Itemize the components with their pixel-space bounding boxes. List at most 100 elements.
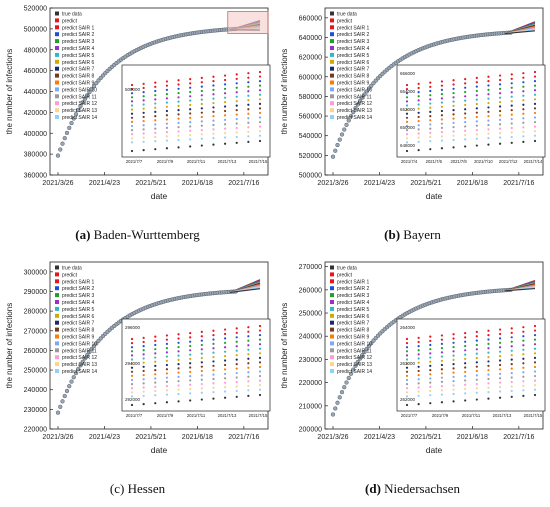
true-data-point: [76, 366, 81, 372]
y-tick-label: 600000: [299, 74, 322, 81]
inset-point: [235, 349, 238, 352]
inset-point: [417, 86, 420, 90]
inset-point: [189, 103, 192, 107]
inset-point: [429, 131, 432, 134]
true-data-point: [78, 363, 83, 368]
y-axis-label: the number of infections: [280, 49, 289, 134]
true-data-point: [337, 137, 342, 142]
inset-point: [212, 347, 215, 350]
inset-point: [533, 93, 537, 96]
inset-point: [130, 383, 134, 386]
legend-marker: [330, 94, 334, 99]
inset-point: [522, 366, 525, 369]
x-tick-label: 2021/3/26: [317, 434, 348, 441]
inset-point: [189, 121, 192, 124]
inset-point: [189, 392, 192, 395]
inset-point: [429, 352, 432, 355]
inset-point: [522, 353, 525, 356]
inset-point: [258, 370, 262, 373]
inset-point: [464, 138, 467, 141]
legend-label: predict SAIR 4: [62, 300, 94, 306]
inset-y-tick-label: 263000: [400, 361, 416, 366]
inset-point: [177, 117, 180, 120]
y-tick-label: 620000: [299, 55, 322, 62]
y-tick-label: 520000: [24, 6, 47, 13]
inset-point: [510, 389, 513, 393]
inset-point: [142, 394, 145, 397]
inset-point: [405, 337, 409, 341]
true-data-point: [330, 154, 336, 159]
inset-point: [487, 382, 490, 385]
inset-point: [247, 357, 250, 360]
inset-point: [440, 114, 444, 117]
legend-marker: [55, 94, 59, 99]
inset-point: [200, 81, 203, 84]
inset-point: [130, 358, 134, 361]
inset-point: [258, 93, 262, 96]
legend-marker: [330, 320, 334, 325]
legend-marker: [330, 369, 334, 373]
inset-point: [417, 369, 420, 373]
inset-point: [452, 363, 455, 366]
inset-point: [130, 366, 134, 369]
inset-point: [429, 377, 432, 380]
inset-point: [247, 140, 250, 144]
inset-point: [405, 141, 409, 144]
inset-point: [212, 355, 215, 359]
inset-point: [498, 109, 502, 113]
inset-point: [405, 100, 409, 103]
inset-point: [212, 373, 215, 376]
inset-point: [200, 107, 203, 110]
inset-point: [154, 348, 157, 351]
inset-point: [258, 89, 262, 92]
inset-point: [417, 82, 420, 85]
inset-point: [429, 94, 432, 97]
inset-point: [487, 351, 490, 354]
inset-point: [235, 100, 238, 103]
legend-marker: [55, 115, 59, 119]
inset-point: [440, 401, 444, 404]
true-data-point: [335, 400, 340, 405]
inset-point: [452, 79, 455, 82]
inset-point: [440, 338, 444, 341]
legend-marker: [55, 362, 59, 367]
inset-point: [464, 336, 467, 339]
legend-marker: [55, 101, 59, 106]
inset-point: [212, 364, 215, 367]
inset-point: [247, 326, 250, 329]
inset-point: [533, 324, 537, 328]
inset-point: [154, 89, 157, 93]
inset-point: [510, 126, 513, 130]
inset-point: [200, 348, 203, 351]
x-axis-label: date: [151, 445, 168, 455]
inset-x-tick-label: 2021/7/13: [218, 413, 237, 418]
inset-point: [212, 369, 215, 372]
inset-point: [223, 337, 227, 340]
inset-y-tick-label: 648000: [400, 143, 416, 148]
inset-point: [212, 123, 215, 127]
inset-point: [165, 368, 169, 371]
inset-point: [154, 364, 157, 368]
legend-marker: [330, 59, 334, 64]
inset-point: [452, 100, 455, 103]
inset-point: [142, 369, 145, 373]
inset-point: [440, 363, 444, 367]
inset-point: [142, 148, 145, 152]
inset-point: [142, 86, 145, 90]
legend-marker: [55, 320, 59, 325]
legend-label: predict SAIR 7: [62, 321, 94, 327]
inset-point: [533, 365, 537, 369]
legend-marker: [330, 272, 334, 277]
inset-point: [498, 372, 502, 375]
legend-label: predict SAIR 8: [62, 328, 94, 334]
inset-point: [235, 126, 238, 130]
inset-point: [487, 342, 490, 345]
legend-marker: [330, 279, 334, 284]
inset-point: [154, 135, 157, 139]
legend-label: predict SAIR 12: [62, 101, 97, 107]
inset-point: [475, 124, 478, 127]
true-data-point: [73, 112, 79, 117]
inset-x-tick-label: 2021/7/6: [426, 159, 443, 164]
inset-point: [258, 361, 262, 364]
inset-point: [235, 389, 238, 393]
